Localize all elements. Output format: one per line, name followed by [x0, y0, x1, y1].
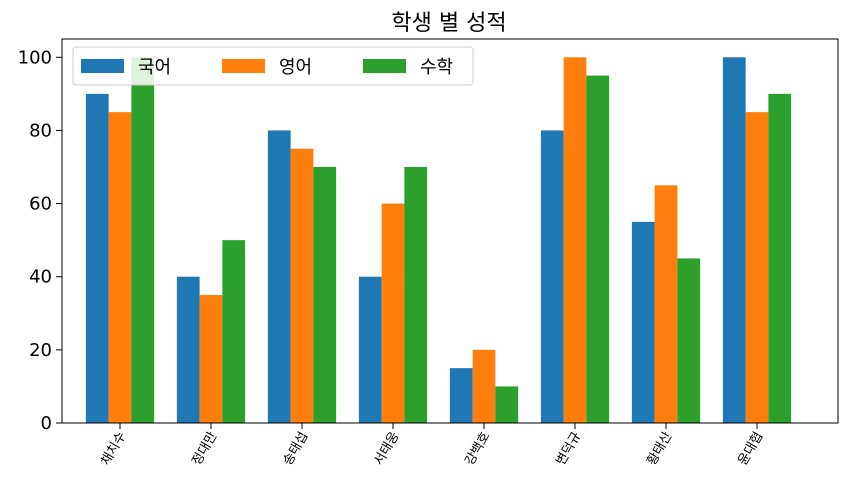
- bar-수학-윤대협: [768, 93, 792, 424]
- bar-수학-송태섭: [313, 167, 337, 423]
- x-axis: 채치수 정대만 송태섭 서태웅 강백호 변덕규 황태산 윤대협: [99, 423, 767, 469]
- bar-국어-황태산: [631, 221, 655, 423]
- bar-영어-채치수: [108, 112, 132, 423]
- bar-수학-정대만: [222, 240, 246, 423]
- bar-영어-변덕규: [563, 57, 587, 423]
- legend: 국어 영어 수학: [72, 46, 474, 86]
- bar-국어-윤대협: [722, 57, 746, 423]
- bar-국어-강백호: [449, 368, 473, 423]
- legend-swatch-영어: [222, 59, 265, 73]
- bar-수학-황태산: [677, 258, 701, 423]
- bar-수학-강백호: [495, 386, 519, 423]
- x-tick-label: 정대만: [190, 429, 221, 468]
- bar-수학-변덕규: [586, 75, 610, 423]
- y-tick-label: 20: [29, 340, 52, 361]
- bar-영어-정대만: [199, 295, 223, 423]
- x-tick-label: 강백호: [463, 429, 494, 468]
- x-tick-label: 윤대협: [736, 430, 767, 469]
- bar-영어-윤대협: [745, 112, 769, 423]
- plot-area-frame: [61, 38, 839, 424]
- bar-국어-채치수: [85, 93, 109, 424]
- y-tick-label: 80: [29, 120, 52, 141]
- y-tick-label: 0: [41, 413, 52, 434]
- y-tick-label: 40: [29, 267, 52, 288]
- y-axis: 0 20 40 60 80 100: [18, 47, 62, 434]
- bar-영어-서태웅: [381, 203, 405, 423]
- legend-label-영어: 영어: [279, 57, 312, 78]
- bar-영어-황태산: [654, 185, 678, 423]
- x-tick-label: 변덕규: [554, 429, 585, 468]
- x-tick-label: 황태산: [645, 429, 676, 468]
- bar-영어-강백호: [472, 349, 496, 423]
- legend-label-국어: 국어: [138, 57, 171, 78]
- bar-수학-채치수: [131, 57, 155, 423]
- bar-국어-정대만: [176, 276, 200, 423]
- legend-swatch-수학: [363, 59, 406, 73]
- chart-title: 학생 별 성적: [391, 11, 506, 36]
- x-tick-label: 채치수: [99, 429, 130, 468]
- bars-group: [85, 57, 792, 424]
- legend-label-수학: 수학: [420, 57, 453, 78]
- legend-swatch-국어: [81, 59, 124, 73]
- bar-국어-변덕규: [540, 130, 564, 423]
- bar-국어-서태웅: [358, 276, 382, 423]
- x-tick-label: 송태섭: [281, 430, 312, 469]
- y-tick-label: 100: [18, 47, 52, 68]
- legend-box: [72, 46, 474, 86]
- bar-영어-송태섭: [290, 148, 314, 423]
- x-tick-label: 서태웅: [372, 429, 403, 468]
- bar-국어-송태섭: [267, 130, 291, 423]
- y-tick-label: 60: [29, 194, 52, 215]
- bar-수학-서태웅: [404, 167, 428, 423]
